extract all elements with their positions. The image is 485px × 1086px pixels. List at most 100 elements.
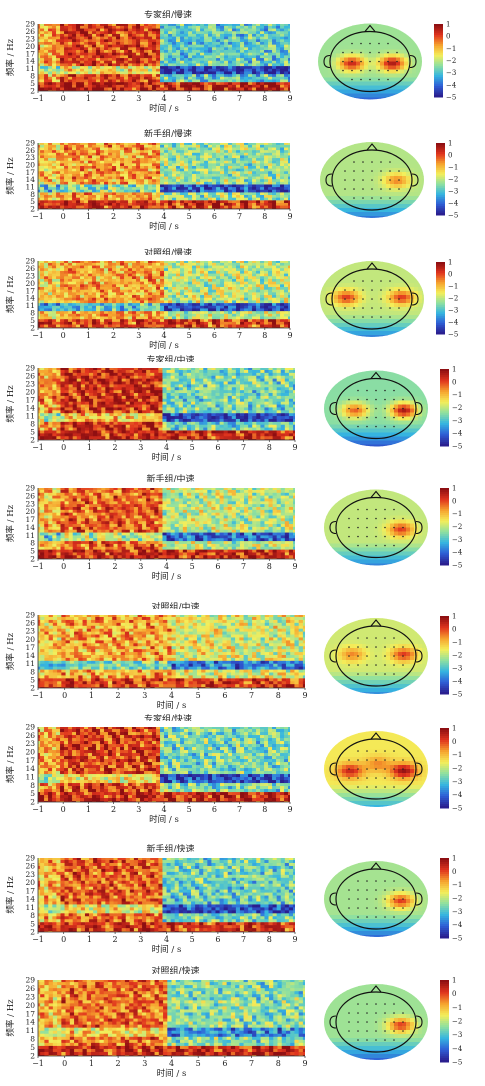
topomap-cell — [400, 86, 405, 91]
topomap-cell — [414, 148, 419, 153]
topomap-cell — [326, 196, 331, 201]
topomap-cell — [328, 94, 333, 99]
topomap-cell — [418, 216, 423, 221]
topomap-cell — [410, 140, 415, 145]
topomap-cell — [406, 212, 411, 217]
topomap-cell — [378, 204, 383, 209]
topomap-cell — [360, 98, 365, 103]
topomap-cell — [348, 26, 353, 31]
topomap-cell — [354, 216, 359, 221]
topomap-cell — [352, 62, 357, 67]
topomap-cell — [388, 66, 393, 71]
topomap-cell — [370, 204, 375, 209]
topomap-cell — [336, 34, 341, 39]
topomap-cell — [390, 200, 395, 205]
topomap-cell — [346, 216, 351, 221]
topomap-cell — [414, 216, 419, 221]
colorbar-tick-label: −5 — [446, 94, 456, 102]
topomap-cell — [322, 172, 327, 177]
topomap-cell — [368, 66, 373, 71]
colorbar: 10−1−2−3−4−5 — [434, 21, 457, 102]
x-tick-label: 8 — [262, 212, 267, 221]
topomap-cell — [336, 66, 341, 71]
topomap-cell — [330, 192, 335, 197]
topomap-cell — [362, 212, 367, 217]
topomap-cell — [358, 140, 363, 145]
topomap-cell — [346, 188, 351, 193]
topomap-cell — [332, 62, 337, 67]
topomap-cell — [358, 144, 363, 149]
x-tick-label: 6 — [212, 94, 217, 103]
topomap-cell — [346, 160, 351, 165]
topomap-cell — [402, 172, 407, 177]
topomap-cell — [420, 30, 425, 35]
topomap-cell — [418, 212, 423, 217]
topomap-cell — [384, 66, 389, 71]
topomap-cell — [374, 176, 379, 181]
topomap-cell — [350, 208, 355, 213]
topomap-cell — [328, 26, 333, 31]
colorbar-tick-label: −3 — [446, 69, 456, 77]
topomap-cell — [366, 172, 371, 177]
time-frequency-heatmap — [36, 260, 293, 330]
topomap-cell — [418, 160, 423, 165]
topomap-cell — [412, 30, 417, 35]
topomap-cell — [362, 172, 367, 177]
topomap-cell — [416, 74, 421, 79]
topomap-cell — [326, 208, 331, 213]
scalp-topomap — [318, 140, 427, 221]
topomap-cell — [316, 74, 321, 79]
topomap-cell — [334, 152, 339, 157]
topomap-cell — [376, 98, 381, 103]
topomap-cell — [394, 208, 399, 213]
topomap-cell — [332, 90, 337, 95]
topomap-cell — [382, 144, 387, 149]
topomap-cell — [398, 140, 403, 145]
topomap-cell — [334, 156, 339, 161]
topomap-cell — [318, 148, 323, 153]
topomap-cell — [416, 94, 421, 99]
topomap-cell — [376, 74, 381, 79]
topomap-cell — [336, 62, 341, 67]
topomap-cell — [408, 26, 413, 31]
topomap-cell — [318, 188, 323, 193]
topomap-cell — [376, 46, 381, 51]
electrode-dot — [369, 70, 371, 72]
topomap-cell — [320, 22, 325, 27]
topomap-cell — [352, 50, 357, 55]
electrode-dot — [387, 61, 389, 63]
topomap-cell — [360, 26, 365, 31]
topomap-cell — [332, 98, 337, 103]
topomap-cell — [380, 62, 385, 67]
topomap-cell — [382, 180, 387, 185]
topomap-cell — [382, 160, 387, 165]
topomap-cell — [330, 148, 335, 153]
topomap-cell — [416, 42, 421, 47]
topomap-cell — [374, 140, 379, 145]
topomap-cell — [378, 200, 383, 205]
topomap-cell — [422, 140, 427, 145]
electrode-dot — [362, 179, 364, 181]
topomap-cell — [384, 54, 389, 59]
colorbar-tick-label: −1 — [446, 45, 456, 53]
topomap-cell — [322, 208, 327, 213]
colorbar-tick-label: −1 — [448, 164, 458, 172]
topomap-cell — [396, 22, 401, 27]
topomap-cell — [418, 196, 423, 201]
topomap-cell — [382, 156, 387, 161]
electrode-dot — [378, 70, 380, 72]
electrode-dot — [369, 79, 371, 81]
topomap-cell — [352, 74, 357, 79]
topomap-cell — [360, 94, 365, 99]
topomap-cell — [380, 22, 385, 27]
topomap-cell — [380, 54, 385, 59]
topomap-cell — [358, 216, 363, 221]
topomap-cell — [386, 144, 391, 149]
topomap-cell — [336, 82, 341, 87]
topomap-cell — [338, 208, 343, 213]
topomap-cell — [406, 156, 411, 161]
topomap-cell — [346, 192, 351, 197]
topomap-cell — [364, 86, 369, 91]
topomap-cell — [420, 62, 425, 67]
